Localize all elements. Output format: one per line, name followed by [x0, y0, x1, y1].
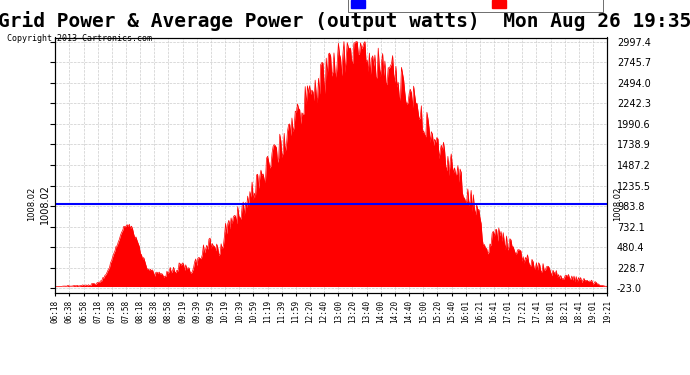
Text: Copyright 2013 Cartronics.com: Copyright 2013 Cartronics.com: [7, 34, 152, 43]
Legend: Average  (AC Watts), Grid  (AC Watts): Average (AC Watts), Grid (AC Watts): [348, 0, 602, 12]
Text: 1008.02: 1008.02: [613, 187, 622, 221]
Text: 1008.02: 1008.02: [27, 187, 36, 221]
Text: Grid Power & Average Power (output watts)  Mon Aug 26 19:35: Grid Power & Average Power (output watts…: [0, 11, 690, 31]
Text: 1008.02: 1008.02: [40, 184, 50, 224]
